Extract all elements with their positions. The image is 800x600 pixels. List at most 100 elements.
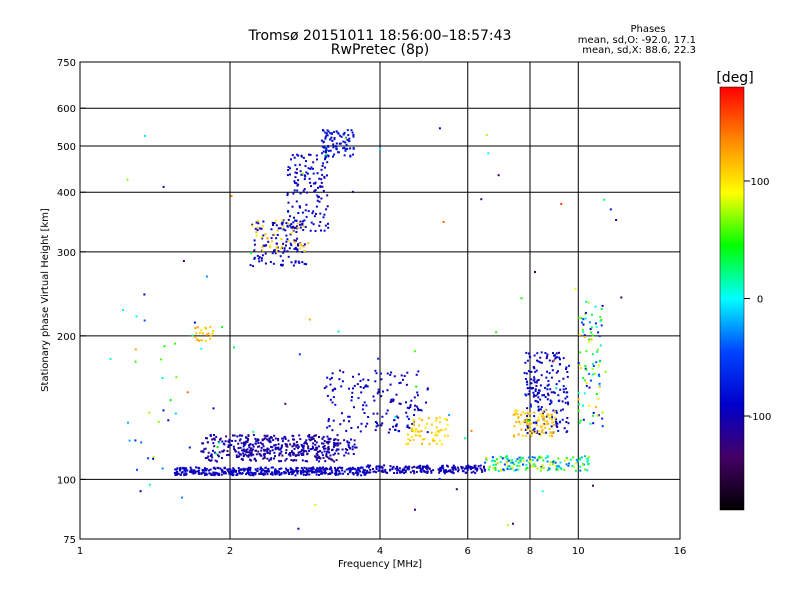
data-point [269, 458, 272, 461]
data-point [257, 442, 260, 444]
data-point [273, 434, 276, 437]
data-point [229, 443, 232, 446]
data-point [161, 377, 164, 379]
data-point [539, 425, 542, 428]
data-point [512, 413, 515, 416]
data-point [346, 147, 349, 150]
data-point [314, 455, 316, 458]
data-point [561, 400, 564, 403]
data-point [559, 388, 562, 391]
data-point [318, 200, 321, 203]
data-point [597, 364, 600, 367]
data-point [568, 364, 570, 367]
data-point [334, 468, 337, 471]
data-point [421, 465, 424, 468]
data-point [253, 239, 256, 242]
data-point [324, 469, 327, 472]
data-point [279, 255, 282, 258]
data-point [398, 467, 401, 470]
data-point [324, 136, 327, 139]
data-point [413, 350, 416, 353]
data-point [524, 468, 527, 471]
data-point [275, 250, 278, 253]
data-point [418, 430, 421, 433]
data-point [525, 417, 528, 420]
data-point [444, 417, 447, 420]
data-point [377, 388, 380, 391]
data-point [352, 453, 355, 455]
data-point [575, 462, 577, 465]
data-point [248, 449, 251, 452]
data-point [329, 466, 332, 469]
data-point [545, 357, 548, 360]
data-point [497, 470, 500, 472]
data-point [341, 448, 344, 451]
data-point [261, 254, 264, 257]
data-point [201, 450, 204, 453]
data-point [419, 435, 422, 438]
data-point [275, 245, 278, 248]
data-point [527, 352, 530, 355]
data-point [514, 412, 517, 415]
data-point [208, 472, 211, 475]
data-point [538, 455, 541, 458]
data-point [517, 468, 520, 471]
data-point [494, 466, 497, 469]
data-point [282, 242, 285, 245]
data-point [451, 466, 454, 469]
data-point [248, 454, 250, 457]
data-point [555, 383, 558, 386]
data-point [589, 422, 592, 425]
data-point [371, 468, 374, 470]
data-point [344, 448, 347, 451]
data-point [312, 172, 315, 175]
data-point [539, 434, 542, 437]
data-point [244, 468, 247, 471]
data-point [565, 463, 568, 466]
data-point [311, 445, 314, 448]
data-point [590, 326, 593, 329]
data-point [584, 335, 586, 338]
data-point [517, 460, 520, 462]
data-point [267, 439, 270, 442]
data-point [242, 452, 245, 455]
data-point [308, 434, 311, 436]
data-point [292, 444, 295, 447]
data-point [275, 242, 278, 245]
data-point [292, 438, 294, 441]
data-point [323, 176, 326, 179]
data-point [298, 353, 301, 356]
data-point [536, 459, 539, 462]
data-point [272, 466, 274, 469]
data-point [270, 228, 273, 231]
data-point [403, 375, 406, 377]
data-point [582, 323, 585, 326]
data-point [301, 220, 304, 223]
data-point [538, 413, 541, 416]
data-point [194, 470, 197, 473]
data-point [233, 448, 236, 450]
data-point [263, 473, 265, 476]
data-point [148, 411, 151, 414]
data-point [343, 470, 346, 473]
data-point [520, 413, 523, 416]
data-point [312, 442, 315, 445]
data-point [289, 233, 292, 236]
data-point [243, 441, 245, 444]
data-point [426, 465, 429, 468]
data-point [376, 412, 379, 415]
data-point [405, 383, 408, 386]
data-point [288, 247, 291, 250]
data-point [585, 300, 588, 303]
data-point [517, 433, 520, 436]
data-point [234, 470, 237, 473]
data-point [348, 441, 351, 444]
data-point [541, 411, 544, 414]
data-point [519, 422, 522, 425]
data-point [305, 450, 308, 453]
data-point [318, 474, 320, 476]
data-point [332, 143, 335, 146]
data-point [320, 139, 323, 142]
data-point [517, 416, 520, 419]
data-point [225, 435, 228, 438]
